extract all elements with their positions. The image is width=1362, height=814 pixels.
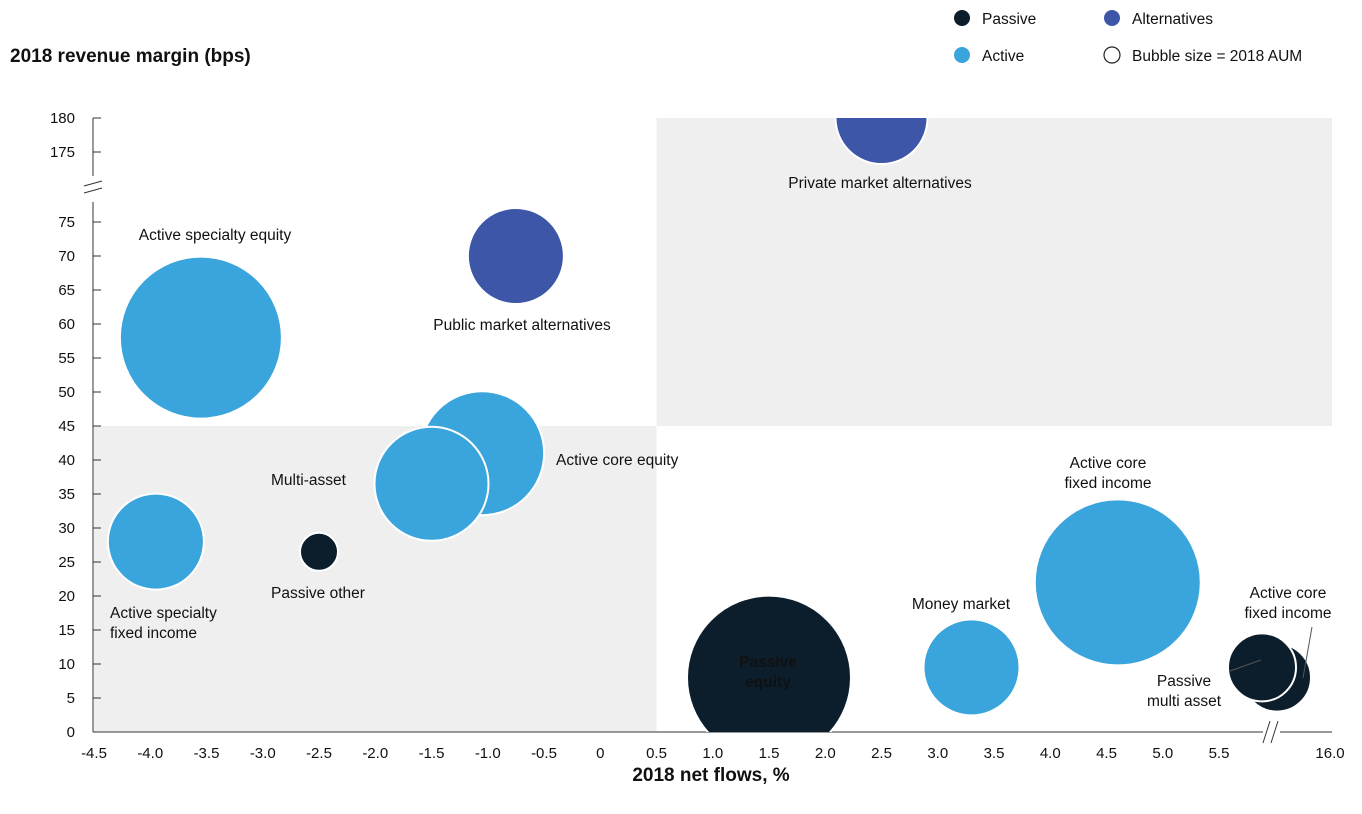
bubble-label: Passive equity (739, 654, 797, 691)
bubble-money-market (922, 618, 1021, 717)
y-axis-title: 2018 revenue margin (bps) (10, 46, 251, 67)
bubble-multi-asset (373, 425, 490, 542)
bubble-labels: Private market alternatives Active specia… (110, 175, 1332, 710)
bubble-public-market-alternatives (466, 207, 565, 305)
y-axis-break-mark (83, 180, 103, 187)
legend-label: Active (982, 48, 1024, 65)
x-tick-label: 4.0 (1040, 745, 1061, 762)
y-tick-label: 20 (58, 588, 75, 605)
x-tick-label: 4.5 (1096, 745, 1117, 762)
y-tick-label: 175 (50, 144, 75, 161)
x-tick-label: -4.5 (81, 745, 107, 762)
x-tick-label: -3.0 (250, 745, 276, 762)
y-tick-label: 50 (58, 384, 75, 401)
bubble-private-market-alternatives (834, 118, 929, 165)
x-axis-break-mark (1270, 720, 1279, 744)
x-tick-label: 1.0 (702, 745, 723, 762)
y-tick-label: 5 (67, 690, 75, 707)
legend: Passive Alternatives Active Bubble size = 2… (954, 10, 1302, 65)
y-tick-label: 70 (58, 248, 75, 265)
bubble-label: Public market alternatives (433, 317, 611, 334)
y-tick-label: 0 (67, 724, 75, 741)
bubble-label: Multi-asset (271, 472, 347, 489)
x-tick-label: -4.0 (137, 745, 163, 762)
bubble-passive-multi-asset (1227, 632, 1297, 703)
x-tick-label: 3.0 (927, 745, 948, 762)
x-tick-label: 5.5 (1209, 745, 1230, 762)
bubble-label: Money market (912, 596, 1011, 613)
y-tick-label: 55 (58, 350, 75, 367)
bubble-active-specialty-fixed-income (106, 492, 205, 591)
x-tick-label: -2.5 (306, 745, 332, 762)
x-axis-title: 2018 net flows, % (632, 765, 789, 786)
bubble-label: Passive multi asset (1147, 673, 1222, 710)
bubble-passive-equity (686, 594, 852, 732)
y-tick-label: 180 (50, 110, 75, 127)
y-tick-label: 30 (58, 520, 75, 537)
leader-line (1229, 659, 1262, 672)
legend-swatch (1103, 46, 1121, 64)
x-tick-label: -3.5 (194, 745, 220, 762)
x-tick-label: -2.0 (362, 745, 388, 762)
y-tick-label: 75 (58, 214, 75, 231)
x-tick-label: 5.0 (1152, 745, 1173, 762)
y-tick-label: 65 (58, 282, 75, 299)
bubble-label: Active specialty equity (139, 227, 292, 244)
x-tick-label: 1.5 (759, 745, 780, 762)
bubbles (106, 118, 1312, 732)
y-tick-label: 40 (58, 452, 75, 469)
y-axis-break-mark (83, 187, 103, 194)
bubble-active-core-fixed-income (1033, 498, 1202, 667)
y-tick-label: 25 (58, 554, 75, 571)
legend-swatch (1104, 10, 1120, 26)
legend-label: Alternatives (1132, 11, 1213, 28)
bubble-label: Passive other (271, 585, 365, 602)
bubble-label: Private market alternatives (788, 175, 972, 192)
x-tick-label: -1.0 (475, 745, 501, 762)
legend-swatch (954, 47, 970, 63)
legend-swatch (954, 10, 970, 26)
x-tick-label: 3.5 (984, 745, 1005, 762)
x-tick-label: 2.0 (815, 745, 836, 762)
axes: 0 5 10 15 20 25 30 35 40 45 50 55 60 65 70 75 175 180 -4.5… (50, 110, 1345, 762)
x-tick-label: -1.5 (419, 745, 445, 762)
y-tick-label: 45 (58, 418, 75, 435)
x-tick-label: 16.0 (1315, 745, 1344, 762)
legend-label: Passive (982, 11, 1036, 28)
legend-label: Bubble size = 2018 AUM (1132, 48, 1302, 65)
bubble-label: Active core fixed income (1244, 585, 1331, 622)
x-tick-label: 0.5 (646, 745, 667, 762)
y-tick-label: 15 (58, 622, 75, 639)
x-axis-break-mark (1262, 720, 1271, 744)
y-tick-label: 35 (58, 486, 75, 503)
bubble-label: Active specialty fixed income (110, 605, 217, 642)
bubble-active-specialty-equity (118, 255, 283, 420)
bubble-label: Active core equity (556, 452, 679, 469)
x-tick-label: 0 (596, 745, 604, 762)
x-tick-label: -0.5 (531, 745, 557, 762)
leader-line (1302, 626, 1313, 679)
shaded-region-2 (656, 118, 1332, 426)
y-tick-label: 10 (58, 656, 75, 673)
y-tick-label: 60 (58, 316, 75, 333)
x-tick-label: 2.5 (871, 745, 892, 762)
bubble-passive-other (299, 531, 339, 572)
bubble-label: Active core fixed income (1064, 455, 1151, 492)
